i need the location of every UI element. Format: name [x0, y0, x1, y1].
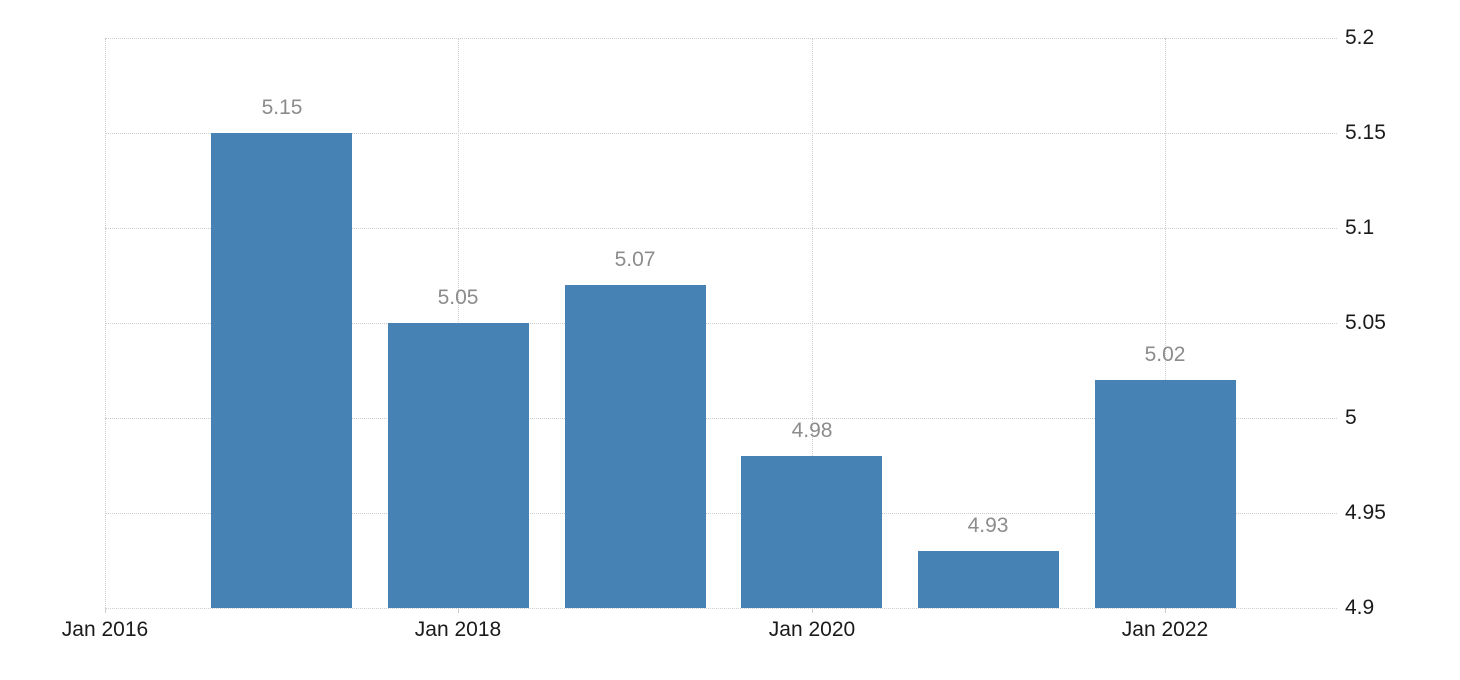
y-axis-tick-label: 5.05 [1345, 311, 1386, 334]
x-axis-tickmark [1165, 608, 1166, 613]
bar-value-label: 5.15 [261, 96, 303, 119]
y-gridline [105, 228, 1337, 229]
x-axis-tickmark [105, 608, 106, 613]
bar-value-label: 4.93 [967, 514, 1009, 537]
x-axis-tickmark [812, 608, 813, 613]
bar [211, 133, 352, 608]
bar-value-label: 5.02 [1144, 343, 1186, 366]
bar [741, 456, 882, 608]
y-axis-tick-label: 5.2 [1345, 26, 1375, 49]
x-axis-tickmark [458, 608, 459, 613]
bar [1095, 380, 1236, 608]
x-axis-tick-label: Jan 2018 [414, 618, 502, 641]
bar-value-label: 5.05 [437, 286, 479, 309]
y-axis-tick-label: 4.95 [1345, 501, 1386, 524]
x-gridline [812, 38, 813, 608]
y-gridline [105, 418, 1337, 419]
y-axis-tick-label: 5.1 [1345, 216, 1375, 239]
x-axis-tick-label: Jan 2022 [1121, 618, 1209, 641]
bar [918, 551, 1059, 608]
bar [565, 285, 706, 608]
x-axis-tick-label: Jan 2020 [768, 618, 856, 641]
y-gridline [105, 38, 1337, 39]
y-axis-tick-label: 5 [1345, 406, 1357, 429]
y-gridline [105, 608, 1337, 609]
y-gridline [105, 323, 1337, 324]
x-gridline [105, 38, 106, 608]
y-axis-tick-label: 4.9 [1345, 596, 1375, 619]
bar-value-label: 5.07 [614, 248, 656, 271]
y-gridline [105, 513, 1337, 514]
x-gridline [1165, 38, 1166, 608]
x-axis-tick-label: Jan 2016 [61, 618, 149, 641]
bar-value-label: 4.98 [791, 419, 833, 442]
bar [388, 323, 529, 608]
y-gridline [105, 133, 1337, 134]
y-axis-tick-label: 5.15 [1345, 121, 1386, 144]
